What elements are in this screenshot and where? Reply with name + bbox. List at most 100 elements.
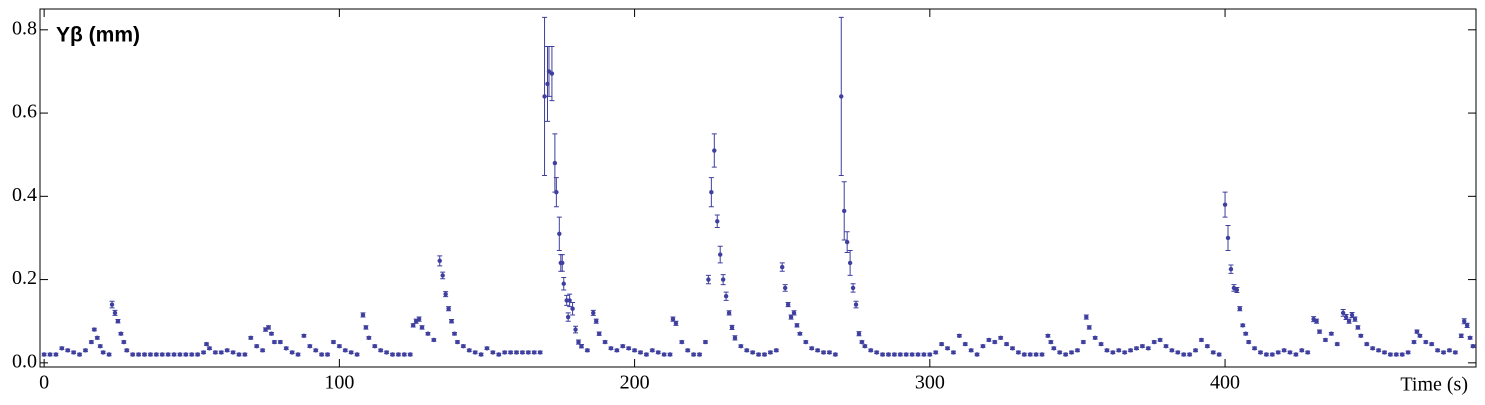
data-point [1084,314,1089,320]
data-point [626,346,631,351]
y-tick-label: 0.4 [12,184,37,206]
data-point [1122,350,1127,355]
data-point [1329,331,1334,336]
data-point [1287,350,1293,355]
data-point [1098,341,1104,347]
data-point [313,348,318,353]
data-point [670,316,676,322]
y-tick-label: 0.0 [12,350,37,372]
data-point [204,341,209,347]
data-point [886,352,891,357]
data-point [431,337,437,343]
data-point [207,346,212,351]
data-point [95,335,100,341]
data-point [853,302,859,307]
data-point [65,348,70,353]
data-point [478,352,484,357]
data-point [726,310,732,316]
data-point [998,335,1003,341]
x-tick-label: 100 [324,372,354,394]
data-point [720,277,726,282]
data-point [576,339,581,345]
data-point [508,350,513,355]
data-point [348,350,354,355]
data-point [1258,350,1263,355]
data-point [567,298,572,303]
data-point [1299,348,1305,353]
data-point [560,260,565,266]
data-point [1116,348,1121,353]
data-point [1069,350,1074,355]
data-point [1335,341,1340,347]
data-point [213,350,218,355]
data-point [1388,352,1393,357]
data-point [614,348,620,353]
data-point [1163,343,1169,349]
data-point [1081,339,1086,345]
data-point [774,348,779,353]
data-point [467,348,472,353]
data-point [372,343,377,349]
data-point [644,352,649,357]
data-point [106,352,112,357]
data-point [260,348,265,353]
data-point [1252,346,1257,351]
data-point [402,352,407,357]
data-point [570,306,575,311]
data-point [756,352,761,357]
plot-frame [39,8,1477,368]
data-point [573,327,578,332]
data-point [697,352,702,357]
data-point [738,343,744,349]
data-point [874,350,879,355]
data-point [1028,352,1033,357]
data-point [83,348,88,353]
data-point [1033,352,1039,357]
data-point [1087,325,1092,330]
data-point [780,264,785,270]
data-point [1358,333,1364,338]
data-point [992,339,997,345]
data-point [266,325,271,330]
data-point [1414,329,1420,334]
data-point [791,310,797,316]
data-point [1169,348,1175,353]
data-point [945,346,950,351]
data-point [667,352,673,357]
data-point [703,339,708,345]
data-point [594,319,599,324]
data-point [195,352,200,357]
data-point [419,325,425,330]
data-point [1057,350,1062,355]
data-point [1340,310,1346,316]
data-point [1293,352,1299,357]
data-point [455,339,460,345]
data-point [410,323,416,328]
data-point [632,348,637,353]
data-point [142,352,147,357]
data-point [472,350,478,355]
data-point [1110,350,1116,355]
data-point [709,189,714,195]
data-point [1234,287,1240,293]
data-point [307,343,313,349]
data-point [1435,348,1440,353]
data-point [1352,316,1358,322]
data-point [833,352,838,357]
data-point [1010,346,1015,351]
data-point [502,350,507,355]
data-point [1417,333,1423,338]
data-point [785,302,791,307]
data-point [1225,235,1231,241]
data-point [933,350,938,355]
data-point [1022,352,1027,357]
data-point [1092,335,1098,341]
data-point [815,348,820,353]
data-point [378,348,383,353]
data-point [957,333,962,338]
data-point [542,94,547,99]
data-point [112,310,118,316]
data-point [177,352,183,357]
data-point [552,160,558,166]
data-point [1187,352,1192,357]
